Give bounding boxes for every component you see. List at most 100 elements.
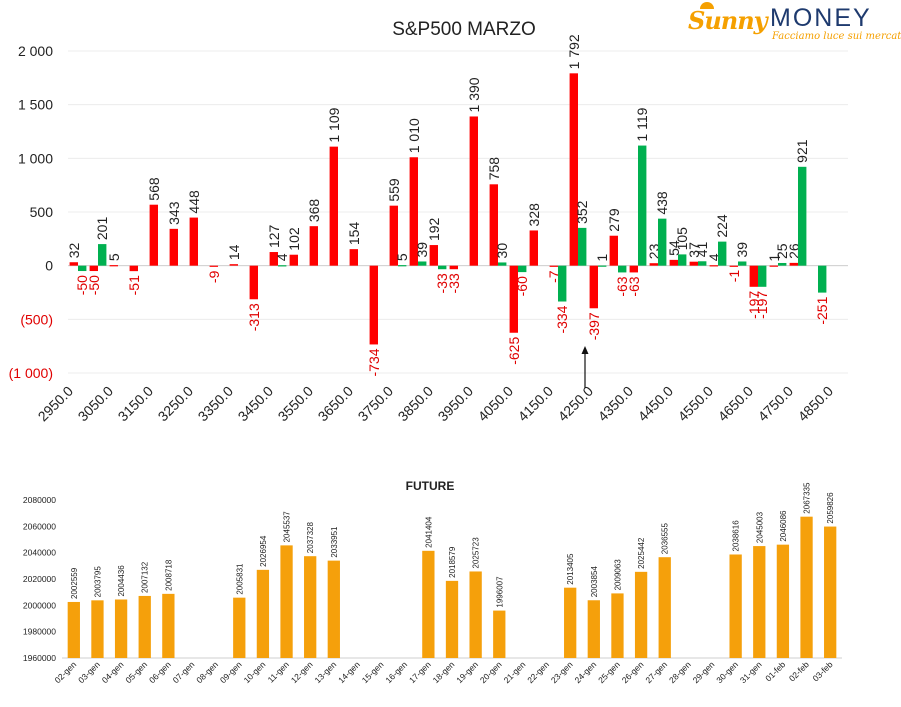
data-label: 4 bbox=[274, 253, 290, 261]
bar-red bbox=[249, 265, 258, 300]
bar-red bbox=[329, 146, 338, 266]
data-label: -63 bbox=[614, 276, 630, 296]
y-tick-label: (1 000) bbox=[9, 365, 53, 381]
data-label: -9 bbox=[206, 270, 222, 283]
y-tick-label: 2 000 bbox=[18, 43, 53, 59]
data-label: -33 bbox=[446, 273, 462, 293]
bar-green bbox=[598, 265, 607, 267]
data-label: 1 bbox=[766, 254, 782, 262]
x-tick-label: 14-gen bbox=[336, 659, 362, 685]
bar-future bbox=[729, 554, 742, 658]
x-tick-label: 3250.0 bbox=[155, 383, 197, 425]
data-label: -63 bbox=[626, 276, 642, 296]
x-tick-label: 4750.0 bbox=[755, 383, 797, 425]
x-tick-label: 29-gen bbox=[691, 659, 717, 685]
bar-green bbox=[678, 254, 687, 266]
chart-title: FUTURE bbox=[406, 479, 455, 493]
data-label: 2009063 bbox=[613, 559, 622, 591]
bar-green bbox=[778, 262, 787, 266]
x-tick-label: 3950.0 bbox=[435, 383, 477, 425]
bar-red bbox=[89, 265, 98, 272]
data-label: -51 bbox=[126, 275, 142, 295]
data-label: -60 bbox=[514, 276, 530, 296]
bar-future bbox=[753, 546, 766, 658]
bar-future bbox=[776, 544, 790, 658]
data-label: -334 bbox=[554, 305, 570, 333]
y-tick-label: 1 000 bbox=[18, 150, 53, 166]
bar-red bbox=[669, 259, 678, 266]
bar-green bbox=[718, 241, 727, 266]
data-label: 1 010 bbox=[406, 118, 422, 153]
data-label: 2038616 bbox=[732, 520, 741, 552]
bar-green bbox=[658, 218, 667, 266]
y-tick-label: 0 bbox=[45, 258, 53, 274]
bar-red bbox=[169, 228, 178, 266]
data-label: 41 bbox=[694, 241, 710, 257]
bar-red bbox=[649, 263, 658, 266]
x-tick-label: 26-gen bbox=[620, 659, 646, 685]
bar-green bbox=[798, 166, 807, 266]
data-label: 32 bbox=[66, 242, 82, 258]
bar-red bbox=[409, 157, 418, 266]
data-label: -251 bbox=[814, 296, 830, 324]
bar-red bbox=[389, 205, 398, 266]
data-label: -197 bbox=[746, 291, 762, 319]
data-label: 39 bbox=[734, 242, 750, 258]
bar-future bbox=[824, 526, 837, 658]
bar-green bbox=[578, 227, 587, 266]
bar-red bbox=[309, 226, 318, 266]
data-label: 1 bbox=[594, 254, 610, 262]
bar-future bbox=[138, 595, 151, 658]
data-label: 2036555 bbox=[661, 523, 670, 555]
data-label: 14 bbox=[226, 244, 242, 260]
x-tick-label: 27-gen bbox=[643, 659, 669, 685]
data-label: 758 bbox=[486, 157, 502, 181]
x-tick-label: 3550.0 bbox=[275, 383, 317, 425]
x-tick-label: 21-gen bbox=[502, 659, 528, 685]
data-label: -33 bbox=[434, 273, 450, 293]
bar-green bbox=[78, 265, 87, 272]
sun-icon bbox=[700, 2, 714, 9]
data-label: 368 bbox=[306, 199, 322, 223]
y-tick-label: 1980000 bbox=[23, 627, 56, 637]
data-label: 54 bbox=[666, 240, 682, 256]
x-tick-label: 3650.0 bbox=[315, 383, 357, 425]
x-tick-label: 20-gen bbox=[478, 659, 504, 685]
x-tick-label: 02-feb bbox=[787, 659, 811, 683]
x-tick-label: 30-gen bbox=[714, 659, 740, 685]
data-label: -734 bbox=[366, 348, 382, 376]
bar-future bbox=[91, 600, 104, 658]
data-label: 2018579 bbox=[448, 546, 457, 578]
x-tick-label: 22-gen bbox=[525, 659, 551, 685]
bar-future bbox=[233, 597, 246, 658]
bar-green bbox=[278, 265, 287, 267]
bar-future bbox=[114, 599, 128, 658]
data-label: 4 bbox=[706, 253, 722, 261]
sp500-marzo-chart: S&P500 MARZO 2 000 1 500 1 000 500 0 (500) (1 0… bbox=[9, 19, 848, 425]
data-label: 2025723 bbox=[472, 537, 481, 569]
data-label: 2025442 bbox=[637, 537, 646, 569]
bar-red bbox=[229, 264, 238, 266]
data-label: -397 bbox=[586, 312, 602, 340]
y-tick-label: 1960000 bbox=[23, 653, 56, 663]
data-label: -50 bbox=[86, 275, 102, 295]
x-tick-label: 01-feb bbox=[763, 659, 787, 683]
bar-red bbox=[589, 265, 598, 309]
x-tick-label: 3350.0 bbox=[195, 383, 237, 425]
data-label: 2067335 bbox=[803, 482, 812, 514]
data-label: 39 bbox=[414, 242, 430, 258]
data-label: 2045537 bbox=[283, 511, 292, 543]
x-tick-label: 3450.0 bbox=[235, 383, 277, 425]
bar-green bbox=[698, 261, 707, 266]
x-tick-label: 31-gen bbox=[738, 659, 764, 685]
x-tick-label: 2950.0 bbox=[35, 383, 77, 425]
bar-green bbox=[818, 265, 827, 293]
data-label: 2003854 bbox=[590, 566, 599, 598]
y-tick-label: 1 500 bbox=[18, 97, 53, 113]
bar-future bbox=[445, 580, 459, 658]
x-tick-label: 4450.0 bbox=[635, 383, 677, 425]
data-label: 2046086 bbox=[779, 510, 788, 542]
bar-green bbox=[398, 265, 407, 267]
x-tick-label: 4050.0 bbox=[475, 383, 517, 425]
data-label: 2004436 bbox=[117, 565, 126, 597]
